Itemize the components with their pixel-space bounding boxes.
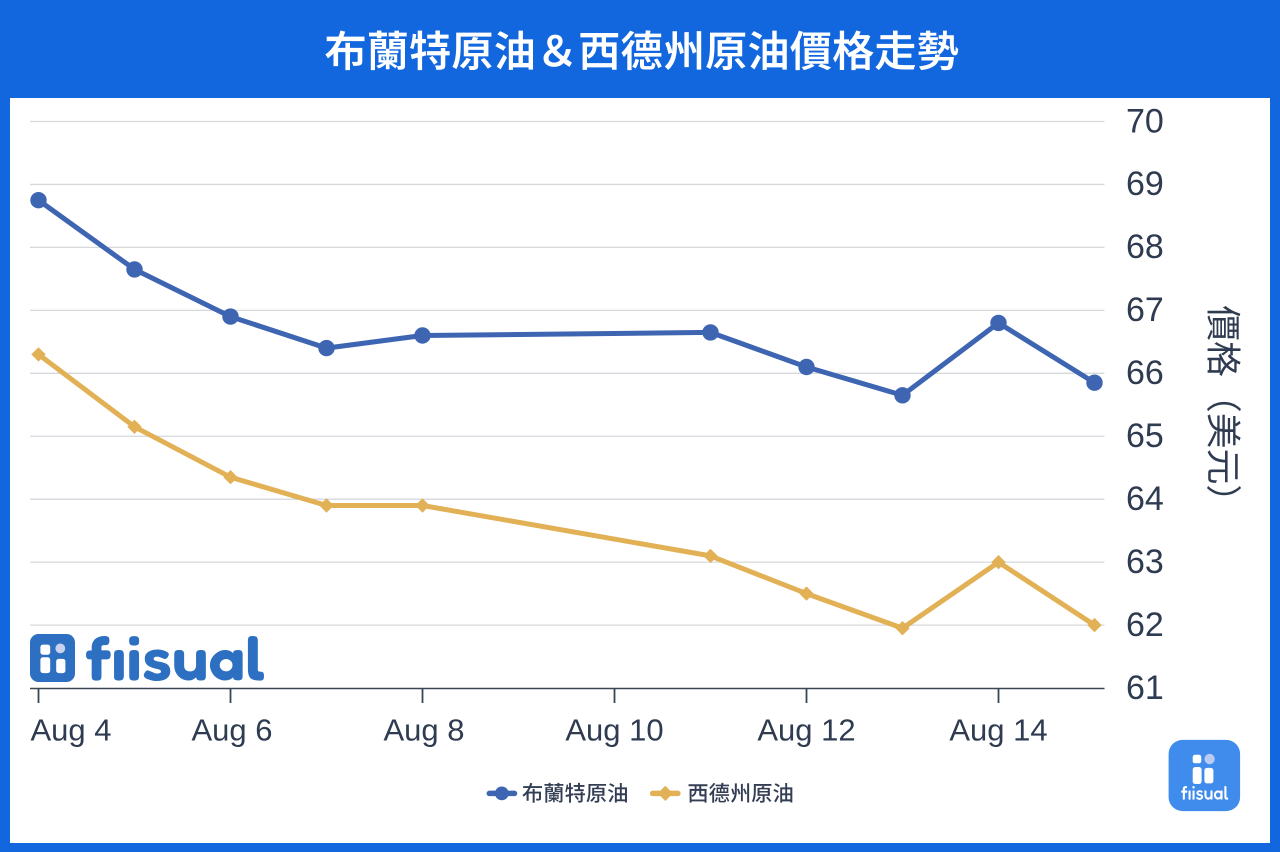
svg-text:Aug 4: Aug 4 <box>30 713 111 748</box>
svg-text:Aug 14: Aug 14 <box>949 713 1047 748</box>
svg-text:Aug 10: Aug 10 <box>565 713 663 748</box>
svg-text:Aug 12: Aug 12 <box>757 713 855 748</box>
svg-text:62: 62 <box>1126 606 1164 644</box>
svg-text:66: 66 <box>1126 354 1164 392</box>
svg-text:65: 65 <box>1126 417 1164 455</box>
svg-text:68: 68 <box>1126 228 1164 266</box>
svg-text:69: 69 <box>1126 165 1164 203</box>
svg-text:Aug 8: Aug 8 <box>383 713 464 748</box>
svg-text:70: 70 <box>1126 102 1164 140</box>
svg-text:67: 67 <box>1126 291 1164 329</box>
svg-text:64: 64 <box>1126 480 1164 518</box>
svg-text:63: 63 <box>1126 543 1164 581</box>
svg-text:Aug 6: Aug 6 <box>191 713 272 748</box>
svg-text:61: 61 <box>1126 669 1164 707</box>
